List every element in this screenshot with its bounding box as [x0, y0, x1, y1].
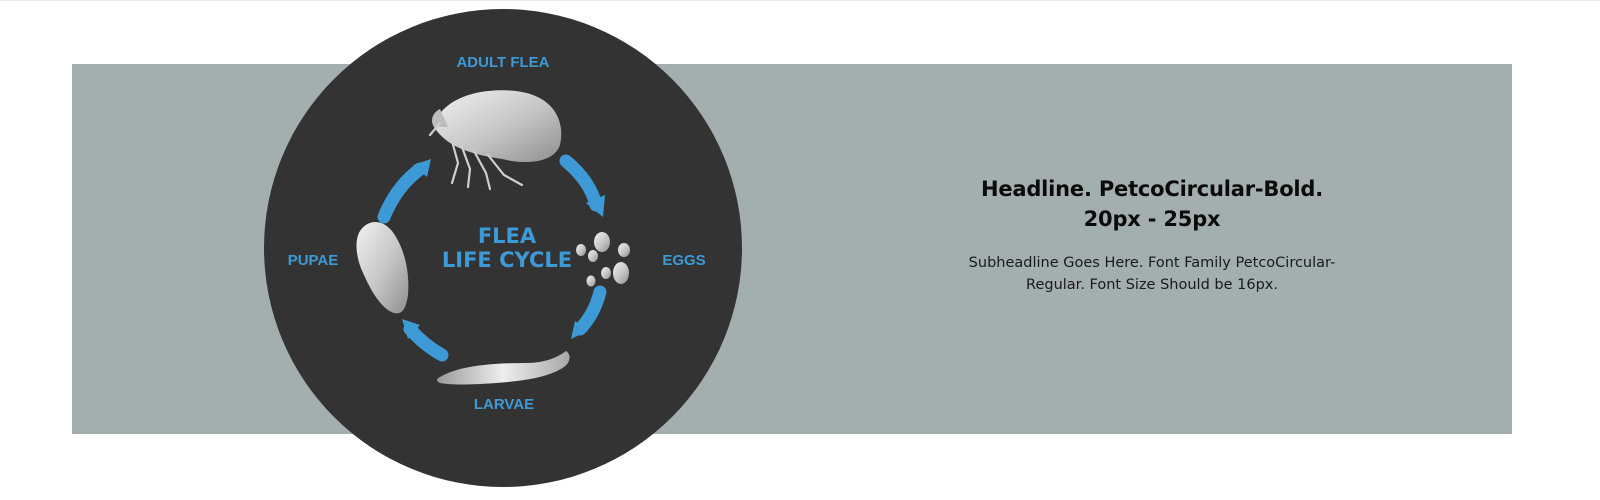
pupae-icon	[356, 222, 409, 314]
top-divider	[0, 0, 1600, 1]
arrow-pupae-to-adult-icon	[377, 162, 427, 224]
stage-label-eggs: EGGS	[662, 252, 705, 269]
stage-label-larvae: LARVAE	[474, 396, 534, 413]
content-text-block: Headline. PetcoCircular-Bold. 20px - 25p…	[952, 174, 1352, 296]
eggs-icon	[576, 232, 630, 287]
stage-label-pupae: PUPAE	[288, 252, 339, 269]
center-title-line-1: FLEA	[478, 224, 537, 248]
arrowhead-eggs-icon	[586, 195, 605, 217]
subheadline: Subheadline Goes Here. Font Family Petco…	[962, 252, 1342, 296]
headline-line-1: Headline. PetcoCircular-Bold.	[980, 177, 1324, 201]
headline-line-2: 20px - 25px	[1083, 207, 1221, 231]
arrow-eggs-to-larvae-icon	[573, 285, 607, 336]
subheadline-line-1: Subheadline Goes Here. Font Family Petco…	[968, 255, 1336, 271]
subheadline-line-2: Regular. Font Size Should be 16px.	[1026, 277, 1278, 293]
larvae-icon	[437, 351, 570, 385]
headline: Headline. PetcoCircular-Bold. 20px - 25p…	[952, 174, 1352, 234]
dark-circle	[264, 9, 742, 487]
arrowhead-pupae-icon	[402, 319, 420, 339]
adult-flea-icon	[428, 90, 562, 191]
arrowhead-adult-icon	[413, 159, 431, 177]
arrowhead-larvae-icon	[571, 321, 588, 339]
stage-label-adult-flea: ADULT FLEA	[456, 54, 549, 71]
flea-life-cycle-graphic: ADULT FLEA EGGS LARVAE PUPAE FLEA LIFE C…	[264, 9, 742, 487]
center-title-line-2: LIFE CYCLE	[442, 248, 572, 272]
